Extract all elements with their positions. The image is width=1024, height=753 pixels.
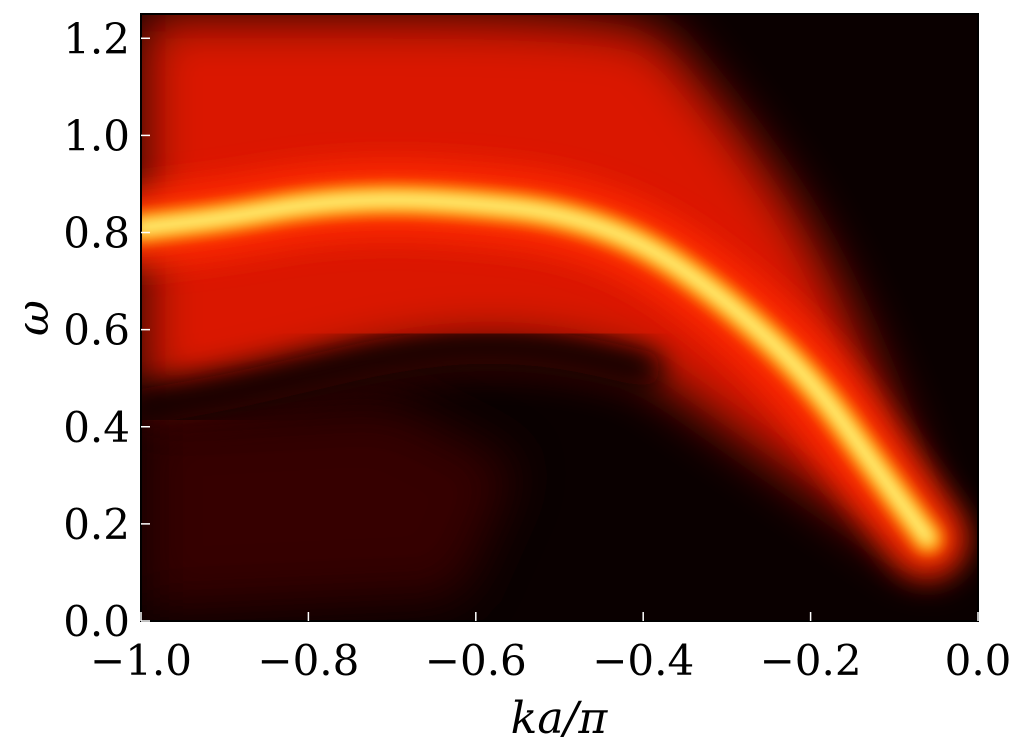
y-tick-label: 0.2 <box>63 500 130 549</box>
heatmap-plot-area <box>140 13 979 622</box>
y-tick-label: 1.0 <box>63 111 130 160</box>
plot-frame <box>140 13 979 622</box>
heatmap-intensity-layer <box>141 14 968 612</box>
y-tick-label: 0.0 <box>63 597 130 646</box>
x-tick-label: 0.0 <box>945 636 1012 685</box>
x-tick-label: −0.2 <box>760 636 862 685</box>
x-axis: −1.0 −0.8 −0.6 −0.4 −0.2 0.0 <box>90 612 1011 685</box>
y-axis-label: ω <box>8 300 59 336</box>
y-tick-label: 1.2 <box>63 14 130 63</box>
y-tick-label: 0.4 <box>63 403 130 452</box>
heatmap-upper-continuum <box>141 14 937 573</box>
y-tick-label: 0.8 <box>63 209 130 258</box>
heatmap-main-band-peak <box>141 191 936 547</box>
x-tick-label: −1.0 <box>90 636 192 685</box>
x-axis-label: ka/π <box>511 693 609 744</box>
y-tick-label: 0.6 <box>63 306 130 355</box>
x-tick-label: −0.6 <box>425 636 527 685</box>
x-tick-label: −0.4 <box>592 636 694 685</box>
y-axis: 0.0 0.2 0.4 0.6 0.8 1.0 1.2 <box>63 14 150 646</box>
heatmap-dark-gap <box>141 327 662 426</box>
x-tick-label: −0.8 <box>257 636 359 685</box>
heatmap-lower-continuum <box>141 402 518 612</box>
